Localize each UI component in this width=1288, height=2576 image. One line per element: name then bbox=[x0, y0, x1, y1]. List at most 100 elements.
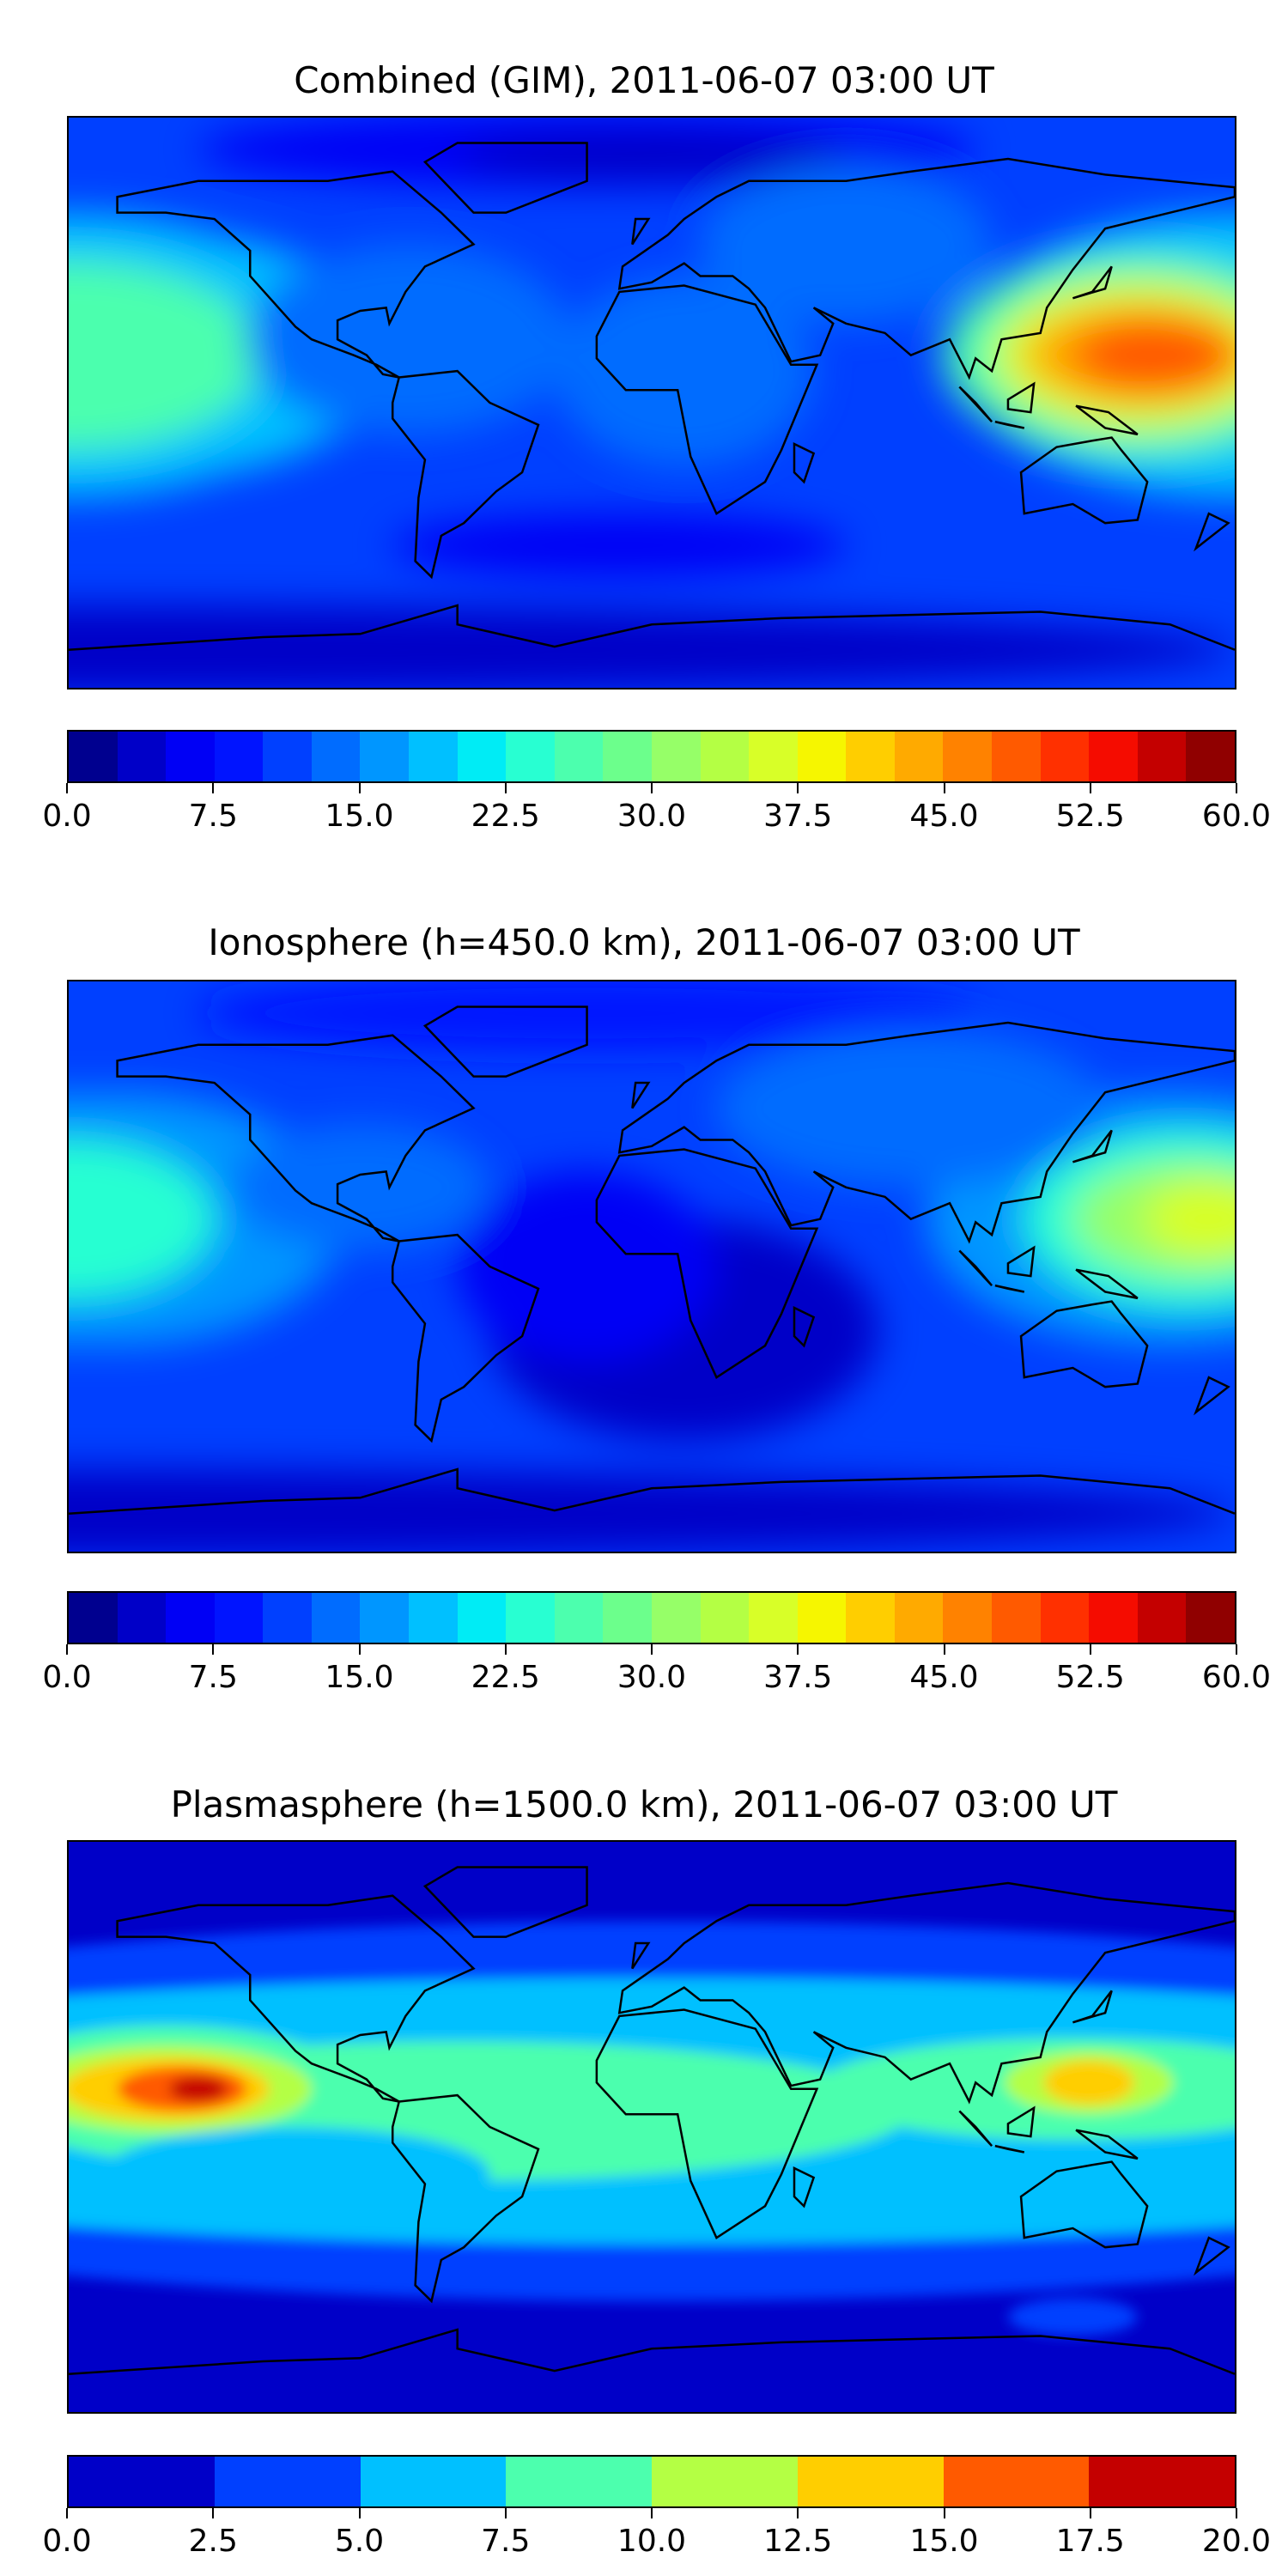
field-contour bbox=[69, 1469, 1235, 1552]
coastline bbox=[118, 1036, 474, 1242]
colorbar-level bbox=[797, 2457, 944, 2506]
colorbar-tick-label: 0.0 bbox=[42, 1660, 92, 1695]
field-contour bbox=[457, 1171, 717, 1362]
colorbar-tick bbox=[797, 783, 799, 793]
coastline bbox=[619, 1883, 1235, 2102]
colorbar-tick-label: 22.5 bbox=[471, 1660, 540, 1695]
colorbar-tick-label: 5.0 bbox=[334, 2524, 385, 2559]
coastline bbox=[1008, 1248, 1034, 1276]
colorbar-tick-label: 2.5 bbox=[188, 2524, 238, 2559]
field-contour bbox=[246, 244, 571, 434]
field-contour bbox=[168, 2075, 228, 2102]
coastline bbox=[118, 172, 474, 378]
colorbar-level bbox=[943, 2457, 1090, 2506]
panel-title-ionosphere: Ionosphere (h=450.0 km), 2011-06-07 03:0… bbox=[208, 921, 1080, 963]
colorbar-level bbox=[554, 1593, 604, 1643]
coastline bbox=[794, 1308, 814, 1346]
colorbar-tick bbox=[358, 1644, 361, 1655]
coastline bbox=[392, 371, 538, 577]
colorbar-level bbox=[409, 732, 458, 781]
colorbar-level bbox=[506, 732, 555, 781]
coastline bbox=[959, 387, 992, 422]
colorbar-tick-label: 37.5 bbox=[763, 1660, 833, 1695]
panel-title-plasmasphere: Plasmasphere (h=1500.0 km), 2011-06-07 0… bbox=[170, 1783, 1118, 1826]
colorbar-tick-label: 10.0 bbox=[617, 2524, 687, 2559]
colorbar-tick bbox=[1089, 1644, 1091, 1655]
colorbar-level bbox=[311, 732, 361, 781]
colorbar-tick-label: 60.0 bbox=[1201, 1660, 1272, 1695]
colorbar-ticks-ionosphere: 0.0 7.5 15.0 22.5 30.0 37.5 45.0 52.5 60.0 bbox=[42, 1644, 1271, 1696]
colorbar-tick-label: 12.5 bbox=[763, 2524, 833, 2559]
colorbar-tick bbox=[358, 783, 361, 793]
colorbar-level bbox=[360, 2457, 507, 2506]
colorbar-level bbox=[651, 732, 701, 781]
colorbar-tick bbox=[651, 2508, 653, 2518]
colorbar-tick bbox=[212, 2508, 215, 2518]
coastline bbox=[597, 286, 817, 514]
colorbar-tick bbox=[651, 1644, 653, 1655]
colorbar-level bbox=[1186, 1593, 1235, 1643]
colorbar-level bbox=[1186, 732, 1235, 781]
colorbar-tick bbox=[66, 783, 68, 793]
coastline bbox=[392, 1235, 538, 1441]
coastline bbox=[1021, 438, 1147, 524]
colorbar-level bbox=[797, 732, 847, 781]
colorbar-tick bbox=[1236, 2508, 1237, 2518]
coastline bbox=[1008, 384, 1034, 412]
colorbar-level bbox=[69, 2457, 215, 2506]
coastline bbox=[1196, 2238, 1229, 2273]
coastline bbox=[392, 2095, 538, 2301]
colorbar-tick bbox=[1089, 2508, 1091, 2518]
coastline bbox=[619, 159, 1235, 378]
coastline bbox=[959, 1251, 992, 1286]
field-contour bbox=[1072, 317, 1235, 393]
colorbar-tick bbox=[943, 2508, 945, 2518]
colorbar-level bbox=[263, 732, 312, 781]
coastline bbox=[632, 1943, 648, 1969]
colorbar-level bbox=[1040, 732, 1090, 781]
coastline bbox=[1072, 266, 1111, 298]
field-contour bbox=[69, 1139, 215, 1298]
colorbar-level bbox=[360, 1593, 410, 1643]
colorbar-tick bbox=[1236, 1644, 1237, 1655]
colorbar-tick-label: 15.0 bbox=[325, 1660, 394, 1695]
colorbar-level bbox=[991, 732, 1041, 781]
colorbar-level bbox=[214, 732, 264, 781]
colorbar-tick bbox=[212, 783, 215, 793]
field-contour bbox=[1144, 1181, 1235, 1257]
map-ionosphere bbox=[67, 980, 1236, 1553]
colorbar-tick bbox=[358, 2508, 361, 2518]
colorbar-level bbox=[846, 732, 895, 781]
colorbar-tick bbox=[651, 783, 653, 793]
colorbar-level bbox=[1137, 1593, 1187, 1643]
colorbar-level bbox=[166, 1593, 215, 1643]
colorbar-level bbox=[1137, 732, 1187, 781]
colorbar-tick-label: 15.0 bbox=[325, 799, 394, 834]
coastline bbox=[1076, 2130, 1138, 2159]
colorbar-level bbox=[214, 2457, 361, 2506]
coastline bbox=[1072, 1130, 1111, 1162]
colorbar-ticks-combined: 0.0 7.5 15.0 22.5 30.0 37.5 45.0 52.5 60.0 bbox=[42, 783, 1271, 835]
colorbar-tick-label: 52.5 bbox=[1055, 799, 1125, 834]
colorbar-level bbox=[69, 1593, 118, 1643]
coastline bbox=[1076, 406, 1138, 434]
coastline bbox=[1196, 1377, 1229, 1413]
colorbar-level bbox=[311, 1593, 361, 1643]
colorbar-ionosphere bbox=[67, 1591, 1236, 1644]
coastline bbox=[597, 1150, 817, 1378]
colorbar-tick-label: 7.5 bbox=[188, 799, 238, 834]
field-contour bbox=[230, 1124, 490, 1251]
colorbar-level bbox=[943, 732, 992, 781]
colorbar-level bbox=[1089, 1593, 1138, 1643]
colorbar-level bbox=[749, 1593, 798, 1643]
coastline bbox=[425, 143, 587, 213]
coastline bbox=[959, 2111, 992, 2147]
colorbar-tick-label: 17.5 bbox=[1055, 2524, 1125, 2559]
colorbar-level bbox=[117, 732, 167, 781]
colorbar-tick bbox=[504, 1644, 507, 1655]
colorbar-level bbox=[991, 1593, 1041, 1643]
colorbar-level bbox=[700, 732, 750, 781]
colorbar-level bbox=[846, 1593, 895, 1643]
colorbar-tick-label: 30.0 bbox=[617, 799, 687, 834]
colorbar-tick-label: 30.0 bbox=[617, 1660, 687, 1695]
